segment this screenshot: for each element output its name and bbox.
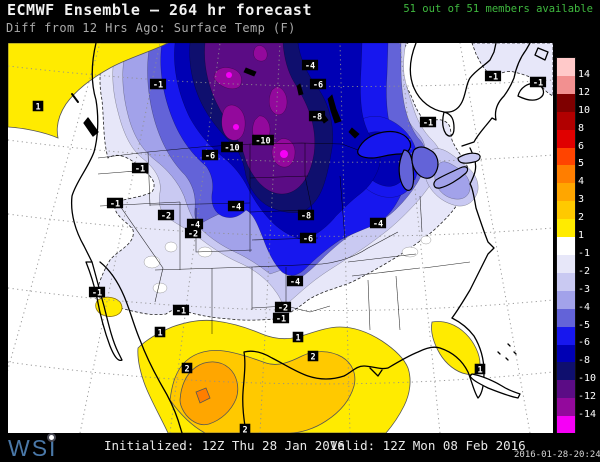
svg-text:-4: -4 xyxy=(305,61,315,71)
svg-text:-4: -4 xyxy=(231,202,241,212)
colorbar-tick-label: 4 xyxy=(578,176,585,188)
colorbar-segment xyxy=(557,237,575,255)
svg-text:-1: -1 xyxy=(533,78,543,88)
colorbar-tick-label: 5 xyxy=(578,158,585,170)
colorbar-segment xyxy=(557,58,575,76)
colorbar-segment xyxy=(557,416,575,435)
colorbar-segment xyxy=(557,380,575,399)
colorbar-segment xyxy=(557,111,575,130)
svg-text:-10: -10 xyxy=(224,143,239,153)
svg-text:-6: -6 xyxy=(205,151,215,161)
colorbar-tick-label: -1 xyxy=(578,247,591,259)
initialized-time: Initialized: 12Z Thu 28 Jan 2016 xyxy=(104,438,345,453)
colorbar-segment xyxy=(557,147,575,166)
svg-text:-1: -1 xyxy=(135,164,145,174)
canadian-lakes xyxy=(243,67,360,139)
colorbar-segment xyxy=(557,129,575,148)
map-canvas: -1 1 -4 -6 -8 -10 -10 -6 -1 -1 -1 -1 -1 -1 -2 -4 -2 -4 -8-… xyxy=(0,42,554,435)
page-title: ECMWF Ensemble — 264 hr forecast xyxy=(7,1,312,19)
colorbar-segment xyxy=(557,219,575,238)
svg-text:1: 1 xyxy=(35,102,40,112)
colorbar-segment xyxy=(557,183,575,202)
creation-timestamp: 2016-01-28-20:24 xyxy=(514,450,600,460)
svg-text:2: 2 xyxy=(184,364,189,374)
colorbar-segment xyxy=(557,254,575,273)
svg-text:1: 1 xyxy=(157,328,162,338)
colorbar-tick-label: 2 xyxy=(578,212,585,224)
svg-text:-1: -1 xyxy=(153,80,163,90)
svg-text:-4: -4 xyxy=(190,220,200,230)
colorbar-tick-label: -8 xyxy=(578,355,591,367)
wsi-logo-dot-icon xyxy=(47,433,56,442)
colorbar-segment xyxy=(557,201,575,220)
svg-text:-6: -6 xyxy=(303,234,313,244)
colorbar-segment xyxy=(557,398,575,417)
colorbar-tick-label: -10 xyxy=(578,373,597,385)
svg-text:-4: -4 xyxy=(373,219,383,229)
colorbar-tick-label: 14 xyxy=(578,68,591,80)
svg-text:-4: -4 xyxy=(290,277,300,287)
svg-text:1: 1 xyxy=(477,365,482,375)
colorbar-tick-label: 6 xyxy=(578,140,585,152)
svg-text:-8: -8 xyxy=(312,112,322,122)
colorbar-tick-label: -14 xyxy=(578,409,597,421)
colorbar-tick-label: -6 xyxy=(578,337,591,349)
page-subtitle: Diff from 12 Hrs Ago: Surface Temp (F) xyxy=(6,21,296,35)
members-status: 51 out of 51 members available xyxy=(403,3,593,15)
svg-text:-1: -1 xyxy=(110,199,120,209)
contour-value-labels: -11-4-6-8-10-10-6-1-1-1-1-1-1-2-4-2-4-8-… xyxy=(32,59,547,435)
colorbar-segment xyxy=(557,308,575,327)
svg-text:-10: -10 xyxy=(255,136,270,146)
colorbar-tick-label: 8 xyxy=(578,122,585,134)
svg-text:-6: -6 xyxy=(313,80,323,90)
colorbar-segment xyxy=(557,165,575,184)
colorbar-segment xyxy=(557,362,575,381)
colorbar-segment xyxy=(557,344,575,363)
great-lakes xyxy=(357,130,481,191)
colorbar-tick-labels: 14 12 10 8 6 5 4 3 2 1 -1 -2 -3 -4 -5 -6 -8 -10 -12 -14 xyxy=(578,57,600,433)
colorbar-tick-label: -2 xyxy=(578,265,591,277)
footer-bar: WSI Initialized: 12Z Thu 28 Jan 2016 Val… xyxy=(0,433,600,462)
colorbar-tick-label: 1 xyxy=(578,230,585,242)
svg-text:1: 1 xyxy=(295,333,300,343)
colorbar-tick-label: -5 xyxy=(578,319,591,331)
svg-text:-8: -8 xyxy=(301,211,311,221)
colorbar-tick-label: -4 xyxy=(578,301,591,313)
svg-text:-1: -1 xyxy=(423,118,433,128)
colorbar-tick-label: 10 xyxy=(578,104,591,116)
colorbar-tick-label: 12 xyxy=(578,86,591,98)
coastlines xyxy=(70,42,549,434)
valid-time: Valid: 12Z Mon 08 Feb 2016 xyxy=(330,438,526,453)
colorbar-segment xyxy=(557,326,575,345)
colorbar-segment xyxy=(557,75,575,94)
svg-text:2: 2 xyxy=(310,352,315,362)
svg-text:-2: -2 xyxy=(161,211,171,221)
warming-contours xyxy=(7,42,481,434)
svg-text:-1: -1 xyxy=(92,288,102,298)
svg-text:-1: -1 xyxy=(276,314,286,324)
colorbar-segment xyxy=(557,290,575,309)
svg-text:2: 2 xyxy=(242,425,247,433)
svg-text:-1: -1 xyxy=(488,72,498,82)
colorbar-segment xyxy=(557,93,575,112)
colorbar-segment xyxy=(557,272,575,291)
colorbar-tick-label: -12 xyxy=(578,391,597,403)
svg-text:-2: -2 xyxy=(188,229,198,239)
temperature-scale-colorbar xyxy=(556,57,576,435)
svg-text:-1: -1 xyxy=(176,306,186,316)
colorbar-tick-label: -3 xyxy=(578,283,591,295)
temperature-difference-map: -11-4-6-8-10-10-6-1-1-1-1-1-1-2-4-2-4-8-… xyxy=(0,42,554,435)
svg-text:-2: -2 xyxy=(278,303,288,313)
colorbar-tick-label: 3 xyxy=(578,194,585,206)
